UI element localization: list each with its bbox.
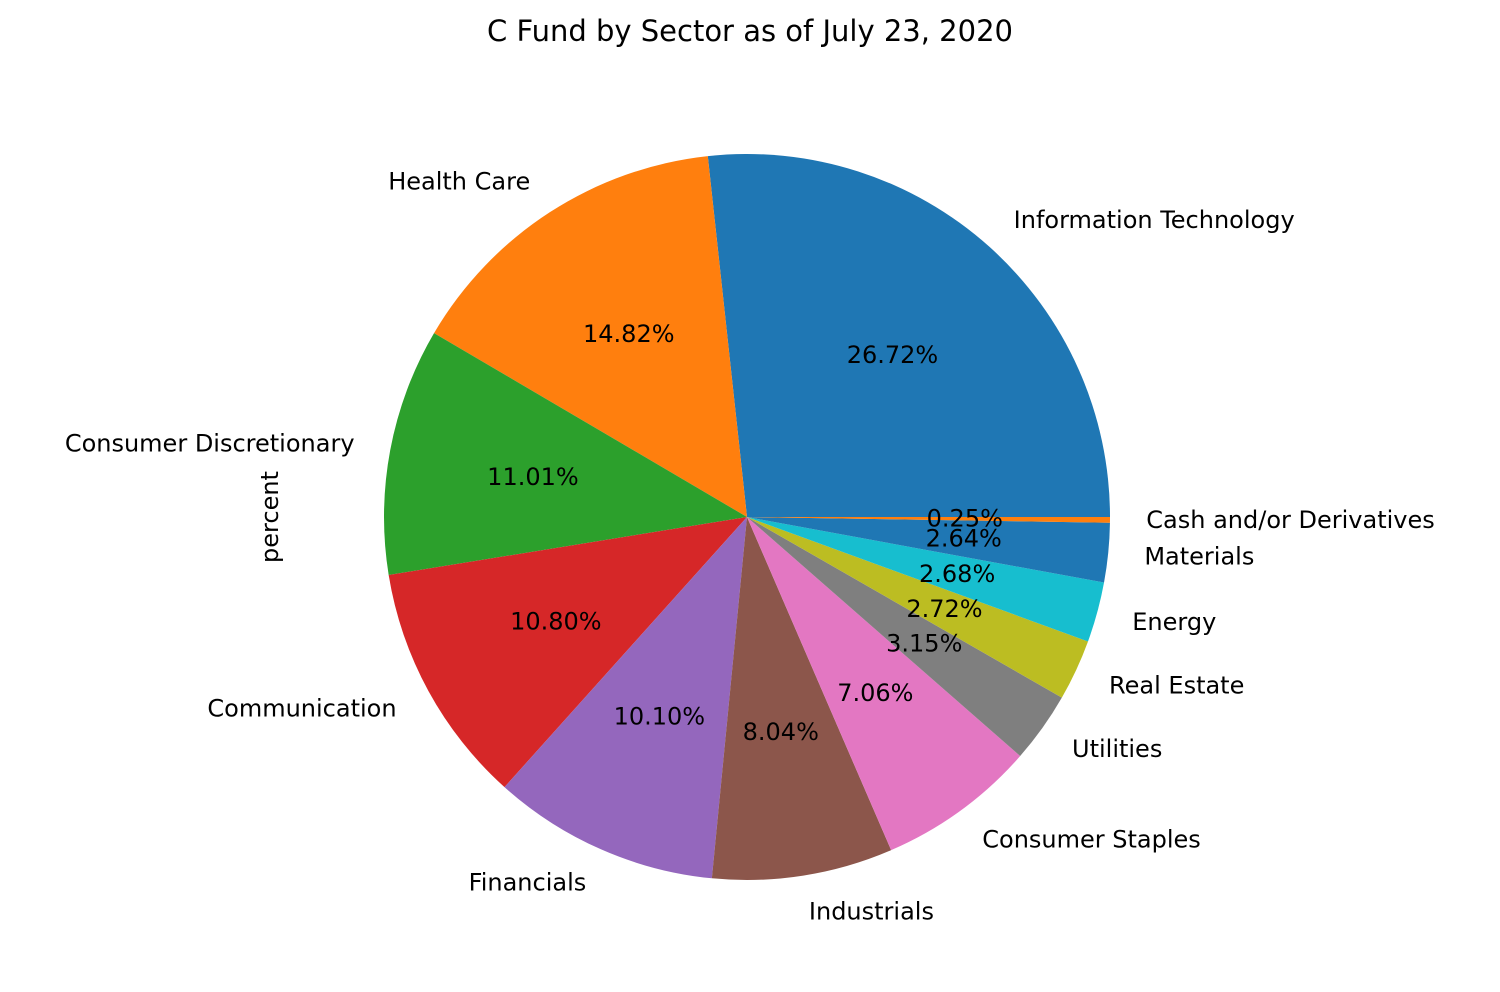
chart-title: C Fund by Sector as of July 23, 2020 [487, 14, 1013, 48]
pie-slice [711, 517, 892, 880]
pie-slice [747, 517, 1110, 583]
slice-percent-label: 2.64% [926, 524, 1002, 552]
slice-category-label: Information Technology [1014, 206, 1295, 234]
slice-category-label: Financials [469, 869, 587, 897]
slice-category-label: Industrials [809, 897, 934, 925]
slice-category-label: Health Care [388, 168, 530, 196]
slice-percent-label: 0.25% [927, 505, 1003, 533]
slice-percent-label: 11.01% [487, 463, 579, 491]
slice-percent-label: 2.68% [919, 560, 995, 588]
slice-percent-label: 10.80% [510, 607, 602, 635]
slice-category-label: Real Estate [1109, 671, 1244, 699]
slice-percent-label: 14.82% [583, 320, 675, 348]
slice-percent-label: 2.72% [906, 595, 982, 623]
pie-slice [707, 154, 1110, 518]
pie-slice [504, 517, 747, 879]
slice-category-label: Communication [207, 694, 396, 722]
pie-slice [747, 517, 1062, 757]
slice-category-label: Materials [1144, 542, 1254, 570]
pie-slice [747, 517, 1088, 698]
pie-slice [747, 517, 1021, 851]
slice-category-label: Utilities [1072, 735, 1162, 763]
pie-slice [434, 156, 747, 517]
pie-slice [388, 517, 747, 788]
slice-percent-label: 8.04% [743, 718, 819, 746]
slice-category-label: Consumer Staples [982, 826, 1201, 854]
pie-slice [384, 333, 747, 576]
slice-category-label: Consumer Discretionary [65, 429, 355, 457]
slice-percent-label: 10.10% [614, 702, 706, 730]
slice-category-label: Energy [1132, 608, 1216, 636]
slice-percent-label: 3.15% [886, 630, 962, 658]
slice-percent-label: 7.06% [837, 679, 913, 707]
slice-percent-label: 26.72% [847, 341, 939, 369]
slice-category-label: Cash and/or Derivatives [1146, 506, 1434, 534]
pie-slice [747, 517, 1110, 523]
pie-slice [747, 517, 1105, 642]
